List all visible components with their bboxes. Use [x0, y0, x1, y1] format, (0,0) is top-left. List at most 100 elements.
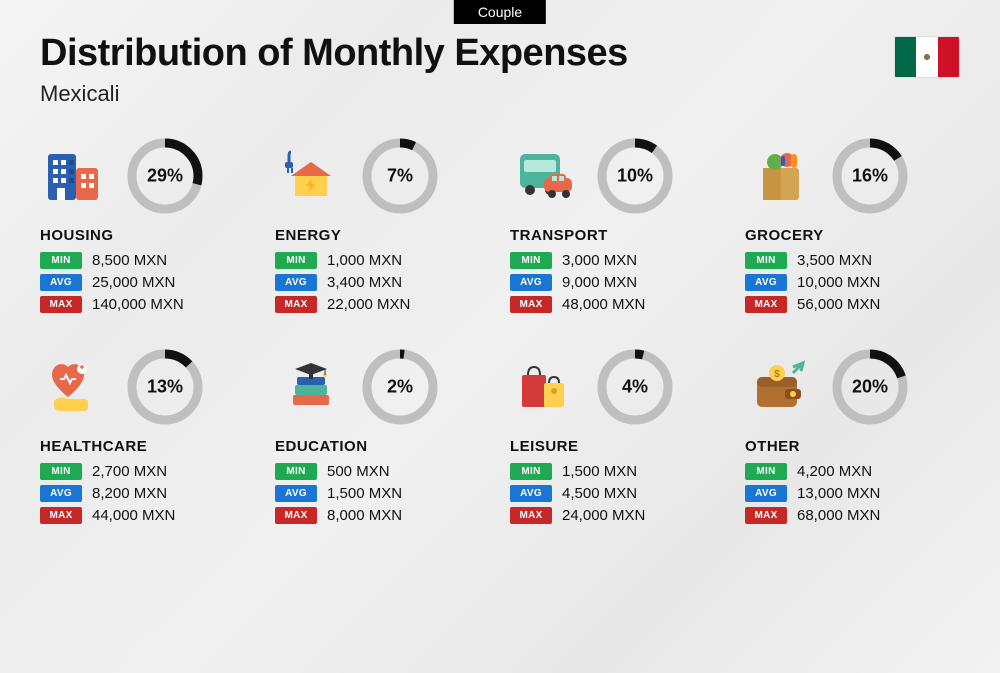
min-value: 1,500 MXN	[562, 463, 637, 480]
percent-value: 4%	[622, 377, 648, 398]
stat-max-row: MAX 48,000 MXN	[510, 296, 725, 313]
max-tag: MAX	[40, 296, 82, 313]
max-tag: MAX	[40, 507, 82, 524]
percent-value: 2%	[387, 377, 413, 398]
avg-value: 8,200 MXN	[92, 485, 167, 502]
min-tag: MIN	[745, 463, 787, 480]
avg-value: 1,500 MXN	[327, 485, 402, 502]
avg-tag: AVG	[510, 485, 552, 502]
percent-donut: 10%	[596, 137, 674, 215]
max-value: 22,000 MXN	[327, 296, 410, 313]
min-value: 4,200 MXN	[797, 463, 872, 480]
avg-value: 25,000 MXN	[92, 274, 175, 291]
max-value: 140,000 MXN	[92, 296, 184, 313]
avg-tag: AVG	[510, 274, 552, 291]
max-value: 44,000 MXN	[92, 507, 175, 524]
category-name: OTHER	[745, 438, 960, 455]
min-tag: MIN	[275, 463, 317, 480]
max-tag: MAX	[510, 507, 552, 524]
stat-max-row: MAX 24,000 MXN	[510, 507, 725, 524]
min-value: 2,700 MXN	[92, 463, 167, 480]
stat-min-row: MIN 8,500 MXN	[40, 252, 255, 269]
percent-donut: 4%	[596, 348, 674, 426]
grad-books-icon	[275, 357, 347, 417]
category-card-leisure: 4% LEISURE MIN 1,500 MXN AVG 4,500 MXN M…	[510, 348, 725, 529]
category-card-other: $ 20% OTHER MIN 4,200 MXN AVG 13,000 MXN…	[745, 348, 960, 529]
stat-min-row: MIN 4,200 MXN	[745, 463, 960, 480]
category-card-healthcare: 13% HEALTHCARE MIN 2,700 MXN AVG 8,200 M…	[40, 348, 255, 529]
stat-avg-row: AVG 4,500 MXN	[510, 485, 725, 502]
percent-donut: 7%	[361, 137, 439, 215]
header: Distribution of Monthly Expenses Mexical…	[0, 0, 1000, 107]
stat-min-row: MIN 1,500 MXN	[510, 463, 725, 480]
stat-max-row: MAX 56,000 MXN	[745, 296, 960, 313]
max-tag: MAX	[275, 507, 317, 524]
shopping-bags-icon	[510, 357, 582, 417]
percent-donut: 13%	[126, 348, 204, 426]
stat-max-row: MAX 68,000 MXN	[745, 507, 960, 524]
max-tag: MAX	[510, 296, 552, 313]
avg-value: 10,000 MXN	[797, 274, 880, 291]
percent-donut: 2%	[361, 348, 439, 426]
max-value: 48,000 MXN	[562, 296, 645, 313]
avg-tag: AVG	[745, 274, 787, 291]
max-value: 24,000 MXN	[562, 507, 645, 524]
page-title: Distribution of Monthly Expenses	[40, 32, 960, 75]
percent-value: 16%	[852, 166, 888, 187]
avg-value: 3,400 MXN	[327, 274, 402, 291]
max-value: 8,000 MXN	[327, 507, 402, 524]
min-tag: MIN	[275, 252, 317, 269]
min-value: 3,000 MXN	[562, 252, 637, 269]
category-name: HOUSING	[40, 227, 255, 244]
category-name: TRANSPORT	[510, 227, 725, 244]
min-value: 500 MXN	[327, 463, 390, 480]
category-name: GROCERY	[745, 227, 960, 244]
avg-tag: AVG	[745, 485, 787, 502]
min-value: 3,500 MXN	[797, 252, 872, 269]
stat-avg-row: AVG 8,200 MXN	[40, 485, 255, 502]
category-card-housing: 29% HOUSING MIN 8,500 MXN AVG 25,000 MXN…	[40, 137, 255, 318]
stat-avg-row: AVG 9,000 MXN	[510, 274, 725, 291]
max-tag: MAX	[275, 296, 317, 313]
percent-donut: 29%	[126, 137, 204, 215]
stat-avg-row: AVG 3,400 MXN	[275, 274, 490, 291]
stat-max-row: MAX 140,000 MXN	[40, 296, 255, 313]
categories-grid: 29% HOUSING MIN 8,500 MXN AVG 25,000 MXN…	[0, 107, 1000, 559]
stat-avg-row: AVG 13,000 MXN	[745, 485, 960, 502]
min-tag: MIN	[510, 463, 552, 480]
avg-value: 13,000 MXN	[797, 485, 880, 502]
stat-max-row: MAX 8,000 MXN	[275, 507, 490, 524]
category-name: HEALTHCARE	[40, 438, 255, 455]
avg-value: 9,000 MXN	[562, 274, 637, 291]
percent-donut: 20%	[831, 348, 909, 426]
bus-car-icon	[510, 146, 582, 206]
min-value: 8,500 MXN	[92, 252, 167, 269]
category-card-education: 2% EDUCATION MIN 500 MXN AVG 1,500 MXN M…	[275, 348, 490, 529]
avg-tag: AVG	[40, 274, 82, 291]
stat-avg-row: AVG 10,000 MXN	[745, 274, 960, 291]
percent-value: 7%	[387, 166, 413, 187]
min-tag: MIN	[40, 252, 82, 269]
mexico-flag-icon	[894, 36, 960, 78]
max-tag: MAX	[745, 507, 787, 524]
percent-donut: 16%	[831, 137, 909, 215]
percent-value: 10%	[617, 166, 653, 187]
min-tag: MIN	[510, 252, 552, 269]
house-bolt-icon	[275, 146, 347, 206]
percent-value: 29%	[147, 166, 183, 187]
avg-tag: AVG	[275, 274, 317, 291]
max-value: 68,000 MXN	[797, 507, 880, 524]
stat-min-row: MIN 3,000 MXN	[510, 252, 725, 269]
buildings-icon	[40, 146, 112, 206]
stat-min-row: MIN 2,700 MXN	[40, 463, 255, 480]
avg-tag: AVG	[40, 485, 82, 502]
category-card-energy: 7% ENERGY MIN 1,000 MXN AVG 3,400 MXN MA…	[275, 137, 490, 318]
category-name: EDUCATION	[275, 438, 490, 455]
wallet-arrow-icon: $	[745, 357, 817, 417]
avg-value: 4,500 MXN	[562, 485, 637, 502]
avg-tag: AVG	[275, 485, 317, 502]
category-name: LEISURE	[510, 438, 725, 455]
heart-hand-icon	[40, 357, 112, 417]
stat-min-row: MIN 1,000 MXN	[275, 252, 490, 269]
percent-value: 13%	[147, 377, 183, 398]
